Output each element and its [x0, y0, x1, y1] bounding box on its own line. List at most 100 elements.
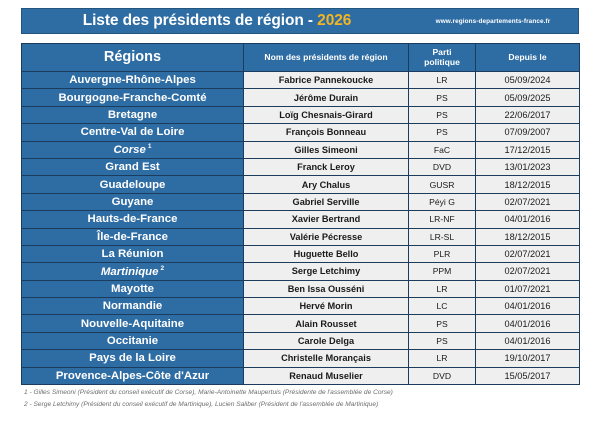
- region-footnote-marker: 1: [147, 143, 152, 151]
- table-row: Auvergne-Rhône-Alpes Fabrice Pannekoucke L…: [21, 70, 580, 90]
- table-row: Bourgogne-Franche-Comté Jérôme Durain PS 05…: [21, 88, 580, 107]
- cell-political-party: PPM: [408, 262, 476, 281]
- table-row: Pays de la Loire Christelle Morançais LR 19…: [21, 349, 580, 368]
- footnote-2: 2 - Serge Letchimy (Président du conseil…: [24, 401, 379, 408]
- cell-region: Corse 1: [21, 140, 244, 159]
- region-label: Corse: [113, 144, 146, 157]
- cell-president-name: Huguette Bello: [243, 244, 409, 264]
- column-header-political-party: Parti politique: [408, 43, 476, 72]
- cell-political-party: PS: [408, 314, 476, 333]
- cell-political-party: LR-SL: [408, 227, 476, 246]
- cell-president-name: François Bonneau: [243, 123, 409, 142]
- table-row: Corse 1 Gilles Simeoni FaC 17/12/2015: [21, 140, 580, 159]
- cell-region: Mayotte: [21, 279, 244, 299]
- cell-region: Bourgogne-Franche-Comté: [21, 88, 244, 107]
- cell-political-party: LR: [408, 70, 476, 90]
- cell-region: Pays de la Loire: [21, 349, 244, 368]
- cell-region: Occitanie: [21, 331, 244, 351]
- region-label: Bretagne: [107, 108, 158, 121]
- cell-since-date: 17/12/2015: [475, 140, 580, 159]
- cell-since-date: 15/05/2017: [475, 366, 580, 386]
- cell-region: Auvergne-Rhône-Alpes: [21, 70, 244, 90]
- table-row: Guadeloupe Ary Chalus GUSR 18/12/2015: [21, 175, 580, 194]
- cell-region: Bretagne: [21, 105, 244, 125]
- cell-political-party: DVD: [408, 366, 476, 386]
- table-row: Guyane Gabriel Serville Péyi G 02/07/2021: [21, 192, 580, 212]
- cell-since-date: 04/01/2016: [475, 210, 580, 229]
- cell-since-date: 02/07/2021: [475, 192, 580, 212]
- cell-region: Nouvelle-Aquitaine: [21, 314, 244, 333]
- table-row: Hauts-de-France Xavier Bertrand LR-NF 04/01…: [21, 210, 580, 229]
- cell-president-name: Ary Chalus: [243, 175, 409, 194]
- column-header-president-name: Nom des présidents de région: [243, 43, 409, 72]
- region-label: Auvergne-Rhône-Alpes: [69, 74, 196, 87]
- region-label: Pays de la Loire: [89, 352, 176, 365]
- cell-since-date: 02/07/2021: [475, 262, 580, 281]
- cell-president-name: Fabrice Pannekoucke: [243, 70, 409, 90]
- cell-president-name: Renaud Muselier: [243, 366, 409, 386]
- region-footnote-marker: 2: [160, 265, 165, 273]
- table-row: Occitanie Carole Delga PS 04/01/2016: [21, 331, 580, 351]
- cell-since-date: 01/07/2021: [475, 279, 580, 299]
- cell-political-party: PS: [408, 123, 476, 142]
- table-row: Centre-Val de Loire François Bonneau PS 07/…: [21, 123, 580, 142]
- cell-since-date: 18/12/2015: [475, 175, 580, 194]
- region-label: Grand Est: [105, 161, 160, 174]
- table-header-row: Régions Nom des présidents de région Par…: [21, 43, 580, 72]
- cell-region: Île-de-France: [21, 227, 244, 246]
- table-row: Nouvelle-Aquitaine Alain Rousset PS 04/01/2…: [21, 314, 580, 333]
- title-banner: Liste des présidents de région - 2026 ww…: [21, 8, 579, 34]
- cell-political-party: PS: [408, 88, 476, 107]
- cell-president-name: Franck Leroy: [243, 157, 409, 177]
- cell-since-date: 02/07/2021: [475, 244, 580, 264]
- table-row: Bretagne Loïg Chesnais-Girard PS 22/06/2017: [21, 105, 580, 125]
- cell-president-name: Carole Delga: [243, 331, 409, 351]
- page-title-year: 2026: [317, 12, 352, 29]
- cell-president-name: Alain Rousset: [243, 314, 409, 333]
- table-row: Grand Est Franck Leroy DVD 13/01/2023: [21, 157, 580, 177]
- table-row: Provence-Alpes-Côte d'Azur Renaud Muselie…: [21, 366, 580, 386]
- cell-political-party: FaC: [408, 140, 476, 159]
- cell-president-name: Loïg Chesnais-Girard: [243, 105, 409, 125]
- cell-political-party: Péyi G: [408, 192, 476, 212]
- presidents-table: Régions Nom des présidents de région Par…: [21, 43, 580, 386]
- region-label: Martinique: [100, 265, 159, 278]
- cell-since-date: 07/09/2007: [475, 123, 580, 142]
- cell-region: Guadeloupe: [21, 175, 244, 194]
- cell-political-party: LR: [408, 279, 476, 299]
- cell-region: Normandie: [21, 297, 244, 316]
- cell-president-name: Hervé Morin: [243, 297, 409, 316]
- footnote-1: 1 - Gilles Simeoni (Président du conseil…: [24, 389, 393, 396]
- cell-since-date: 04/01/2016: [475, 297, 580, 316]
- cell-president-name: Gabriel Serville: [243, 192, 409, 212]
- page-title-text: Liste des présidents de région -: [82, 12, 318, 29]
- column-header-political-party-line2: politique: [424, 56, 460, 67]
- cell-political-party: LR-NF: [408, 210, 476, 229]
- table-row: Mayotte Ben Issa Ousséni LR 01/07/2021: [21, 279, 580, 299]
- region-label: Mayotte: [110, 282, 155, 295]
- column-header-since: Depuis le: [475, 43, 580, 72]
- cell-president-name: Valérie Pécresse: [243, 227, 409, 246]
- cell-political-party: PLR: [408, 244, 476, 264]
- cell-since-date: 13/01/2023: [475, 157, 580, 177]
- region-label: Nouvelle-Aquitaine: [80, 317, 185, 330]
- region-label: Normandie: [102, 300, 163, 313]
- cell-region: Hauts-de-France: [21, 210, 244, 229]
- region-label: Occitanie: [106, 335, 159, 348]
- region-label: Guadeloupe: [99, 178, 166, 191]
- cell-region: Grand Est: [21, 157, 244, 177]
- region-label: Centre-Val de Loire: [80, 126, 185, 139]
- table-row: Normandie Hervé Morin LC 04/01/2016: [21, 297, 580, 316]
- cell-since-date: 05/09/2024: [475, 70, 580, 90]
- column-header-political-party-line1: Parti: [432, 47, 452, 58]
- region-label: Guyane: [111, 195, 154, 208]
- cell-political-party: DVD: [408, 157, 476, 177]
- region-label: Provence-Alpes-Côte d'Azur: [55, 369, 210, 382]
- cell-since-date: 05/09/2025: [475, 88, 580, 107]
- region-label: Hauts-de-France: [87, 213, 178, 226]
- cell-president-name: Serge Letchimy: [243, 262, 409, 281]
- cell-since-date: 22/06/2017: [475, 105, 580, 125]
- cell-since-date: 19/10/2017: [475, 349, 580, 368]
- cell-president-name: Ben Issa Ousséni: [243, 279, 409, 299]
